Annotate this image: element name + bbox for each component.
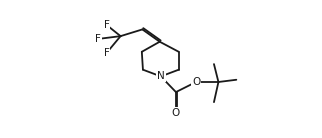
Text: O: O	[172, 108, 180, 118]
Text: F: F	[95, 34, 101, 44]
Text: F: F	[104, 20, 109, 30]
Text: O: O	[192, 77, 200, 87]
Text: N: N	[157, 71, 165, 81]
Text: F: F	[104, 48, 109, 58]
